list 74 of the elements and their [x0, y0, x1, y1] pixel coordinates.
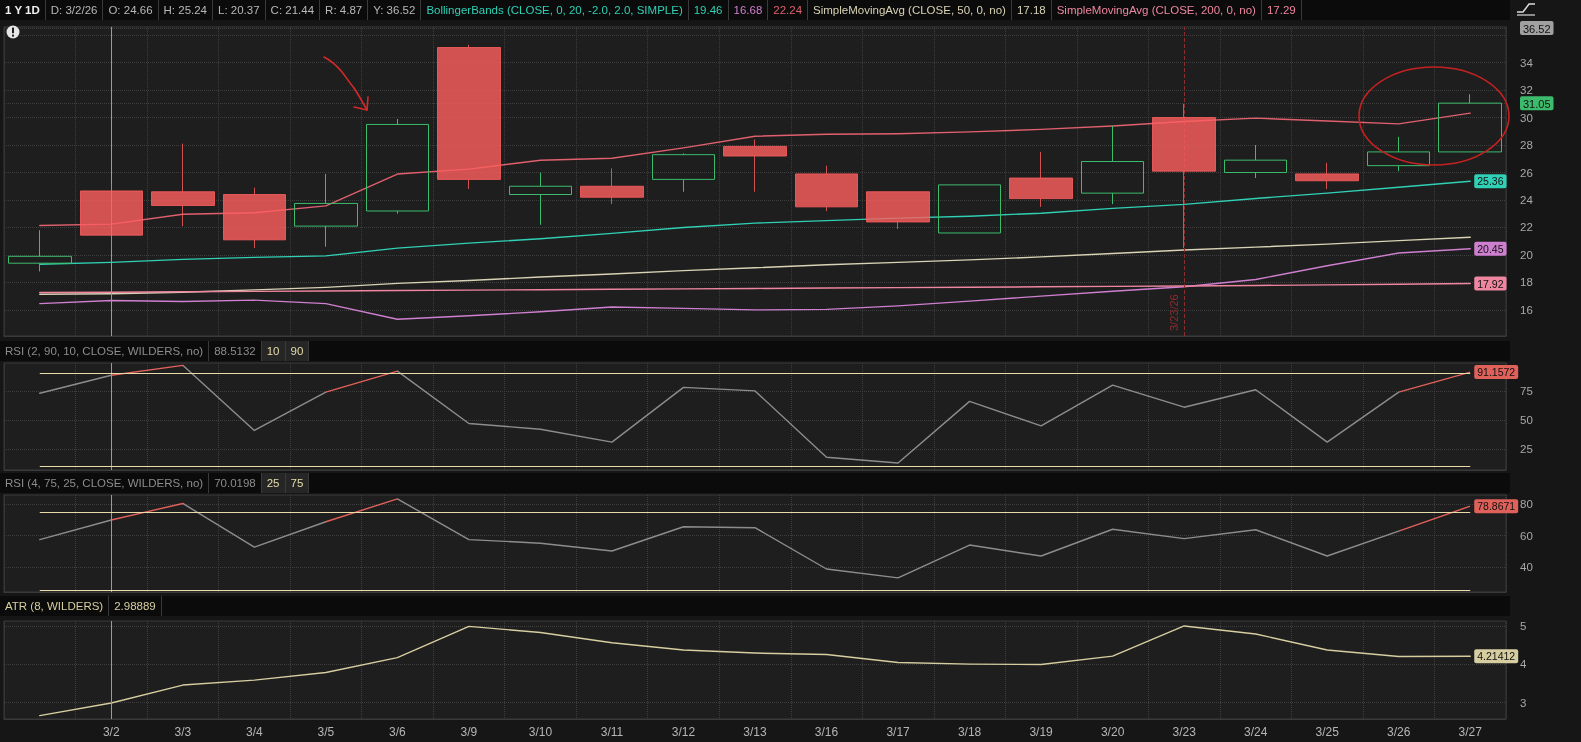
- text: H: 25.24: [158, 0, 214, 20]
- x-tick-label: 3/25: [1315, 725, 1340, 739]
- y-tick-label: 28: [1520, 139, 1533, 152]
- data-label: 25.36: [1477, 175, 1504, 188]
- text: 19.46: [688, 0, 729, 20]
- text: SimpleMovingAvg (CLOSE, 200, 0, no): [1051, 0, 1262, 20]
- y-tick-label: 50: [1520, 413, 1533, 426]
- data-label: 17.92: [1477, 277, 1504, 290]
- y-tick-label: 60: [1520, 529, 1533, 542]
- text: Y: 36.52: [368, 0, 422, 20]
- series-label: RSI (2, 90, 10, CLOSE, WILDERS, no): [0, 341, 210, 361]
- x-tick-label: 3/10: [528, 725, 553, 739]
- x-tick-label: 3/4: [245, 725, 263, 739]
- x-tick-label: 3/26: [1387, 725, 1411, 739]
- y-tick-label: 16: [1520, 303, 1533, 316]
- ref-line-label: 25: [261, 473, 286, 493]
- x-tick-label: 3/18: [957, 725, 982, 739]
- y-tick-label: 34: [1520, 56, 1534, 69]
- x-tick-label: 3/24: [1243, 725, 1268, 739]
- text: BollingerBands (CLOSE, 0, 20, -2.0, 2.0, SIMPLE): [421, 0, 689, 20]
- x-tick-label: 3/16: [814, 725, 839, 739]
- y-tick-label: 20: [1520, 248, 1533, 261]
- x-tick-label: 3/12: [671, 725, 696, 739]
- y-tick-label: 30: [1520, 111, 1533, 124]
- text: D: 3/2/26: [45, 0, 104, 20]
- text: 17.29: [1261, 0, 1302, 20]
- ref-line-label: 3/23/26: [1167, 294, 1180, 331]
- y-tick-label: 75: [1520, 384, 1533, 397]
- x-tick-label: 3/23: [1172, 725, 1197, 739]
- y-tick-label: 26: [1520, 166, 1533, 179]
- text: 17.18: [1011, 0, 1052, 20]
- y-tick-label: 32: [1520, 84, 1533, 97]
- x-tick-label: 3/2: [102, 725, 120, 739]
- data-label: 4.21412: [1477, 650, 1516, 663]
- text: R: 4.87: [320, 0, 369, 20]
- x-tick-label: 3/5: [317, 725, 335, 739]
- y-tick-label: 31.05: [1523, 97, 1551, 110]
- data-label: 78.8671: [1477, 500, 1516, 513]
- y-tick-label: 80: [1520, 498, 1533, 511]
- text: ATR (8, WILDERS): [0, 596, 110, 616]
- chart-title: 1 Y 1D: [0, 0, 46, 20]
- y-tick-label: 36.52: [1523, 22, 1551, 35]
- ref-line-label: 75: [285, 473, 310, 493]
- ref-line-label: 10: [261, 341, 286, 361]
- x-tick-label: 3/6: [389, 725, 407, 739]
- text: O: 24.66: [103, 0, 159, 20]
- y-tick-label: 25: [1520, 443, 1533, 456]
- y-tick-label: 40: [1520, 560, 1533, 573]
- x-tick-label: 3/17: [886, 725, 911, 739]
- text: L: 20.37: [213, 0, 266, 20]
- x-tick-label: 3/9: [460, 725, 478, 739]
- data-label: 20.45: [1477, 242, 1504, 255]
- text: 16.68: [728, 0, 769, 20]
- y-tick-label: 24: [1520, 194, 1534, 206]
- x-tick-label: 3/20: [1100, 725, 1125, 739]
- x-tick-label: 3/27: [1458, 725, 1483, 739]
- y-tick-label: 22: [1520, 221, 1533, 234]
- text: 22.24: [768, 0, 809, 20]
- y-tick-label: 5: [1520, 620, 1527, 633]
- series-label: RSI (4, 75, 25, CLOSE, WILDERS, no): [0, 473, 210, 493]
- text: 2.98889: [109, 596, 162, 616]
- x-tick-label: 3/13: [743, 725, 767, 739]
- text: 88.5132: [209, 341, 262, 361]
- x-tick-label: 3/19: [1029, 725, 1054, 739]
- text: 70.0198: [209, 473, 262, 493]
- text: C: 21.44: [265, 0, 321, 20]
- x-tick-label: 3/11: [600, 725, 624, 739]
- text: SimpleMovingAvg (CLOSE, 50, 0, no): [808, 0, 1012, 20]
- y-tick-label: 18: [1520, 276, 1533, 289]
- y-tick-label: 3: [1520, 696, 1527, 709]
- ref-line-label: 90: [285, 341, 310, 361]
- y-tick-label: 4: [1520, 658, 1527, 671]
- x-tick-label: 3/3: [174, 725, 192, 739]
- data-label: 91.1572: [1477, 366, 1516, 379]
